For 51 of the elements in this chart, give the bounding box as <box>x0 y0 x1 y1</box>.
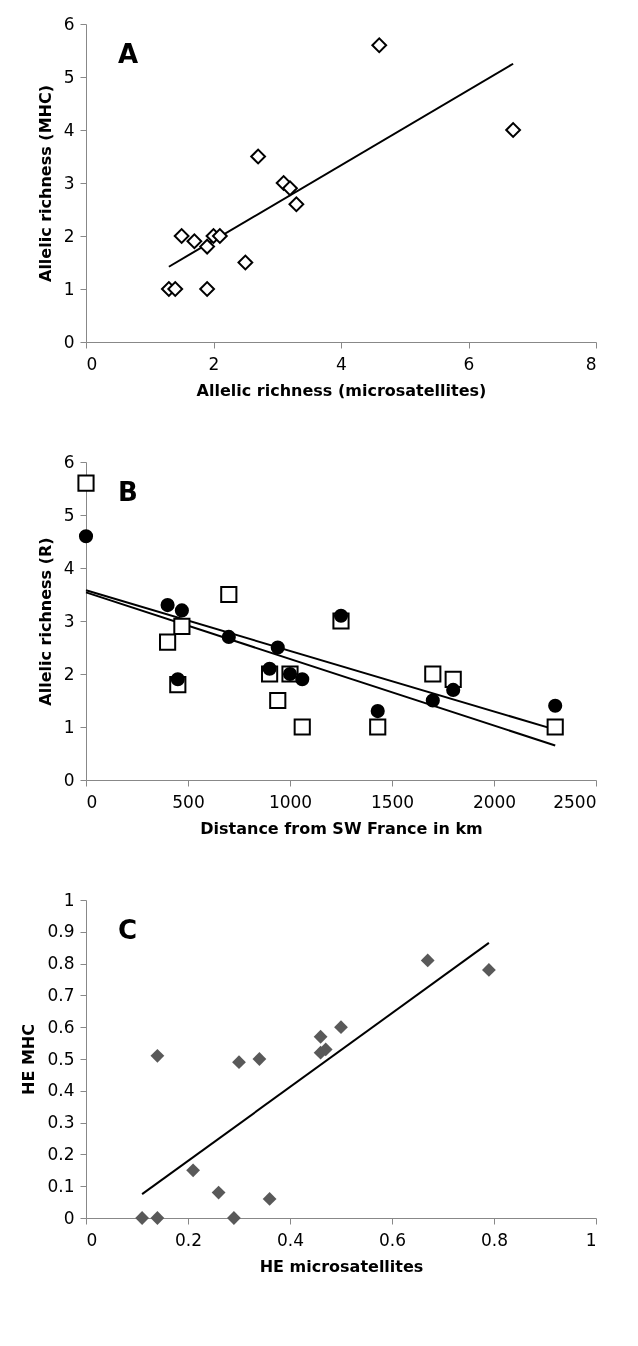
y-tick-label: 4 <box>63 557 75 578</box>
x-tick-label: 2500 <box>553 791 597 812</box>
y-tick-label: 1 <box>63 889 75 910</box>
y-tick-label: 6 <box>63 451 75 472</box>
y-tick-label: 2 <box>63 225 75 246</box>
x-tick-label: 0 <box>86 1229 98 1250</box>
y-tick-label: 0.2 <box>47 1143 75 1164</box>
y-tick-label: 5 <box>63 66 75 87</box>
x-tick-label: 1 <box>585 1229 597 1250</box>
y-tick-label: 5 <box>63 504 75 525</box>
x-tick-label: 0.8 <box>480 1229 509 1250</box>
x-tick-label: 2 <box>208 353 220 374</box>
y-tick-label: 3 <box>63 610 75 631</box>
x-axis-title: Distance from SW France in km <box>200 818 483 838</box>
y-tick-label: 4 <box>63 119 75 140</box>
y-tick-label: 0.8 <box>47 953 75 974</box>
x-tick-label: 2000 <box>472 791 517 812</box>
y-axis-title: HE MHC <box>19 1024 39 1095</box>
y-tick-label: 3 <box>63 172 75 193</box>
y-tick-label: 1 <box>63 278 75 299</box>
y-tick-label: 0.7 <box>47 984 75 1005</box>
y-tick-label: 0.4 <box>47 1080 75 1101</box>
x-tick-label: 0 <box>86 353 98 374</box>
y-axis-title: Allelic richness (R) <box>35 537 55 706</box>
x-tick-label: 8 <box>585 353 597 374</box>
y-tick-label: 0.6 <box>47 1016 75 1037</box>
annotation: A <box>118 39 139 69</box>
x-tick-label: 0 <box>86 791 98 812</box>
y-tick-label: 0 <box>63 331 75 352</box>
y-tick-label: 6 <box>63 13 75 34</box>
y-tick-label: 0 <box>63 769 75 790</box>
x-tick-label: 4 <box>336 353 347 374</box>
y-tick-label: 0 <box>63 1207 75 1228</box>
y-tick-label: 1 <box>63 716 75 737</box>
y-tick-label: 0.1 <box>47 1175 75 1196</box>
x-tick-label: 0.4 <box>276 1229 305 1250</box>
x-axis-title: HE microsatellites <box>259 1256 424 1276</box>
x-axis-title: Allelic richness (microsatellites) <box>196 380 487 400</box>
y-tick-label: 2 <box>63 663 75 684</box>
x-tick-label: 500 <box>172 791 205 812</box>
annotation: B <box>118 477 138 507</box>
x-tick-label: 6 <box>463 353 475 374</box>
y-tick-label: 0.9 <box>47 921 75 942</box>
y-axis-title: Allelic richness (MHC) <box>35 84 55 283</box>
y-tick-label: 0.5 <box>47 1048 75 1069</box>
x-tick-label: 1500 <box>370 791 415 812</box>
annotation: C <box>118 915 138 945</box>
x-tick-label: 0.2 <box>174 1229 203 1250</box>
y-tick-label: 0.3 <box>47 1112 75 1133</box>
x-tick-label: 1000 <box>268 791 313 812</box>
x-tick-label: 0.6 <box>378 1229 407 1250</box>
